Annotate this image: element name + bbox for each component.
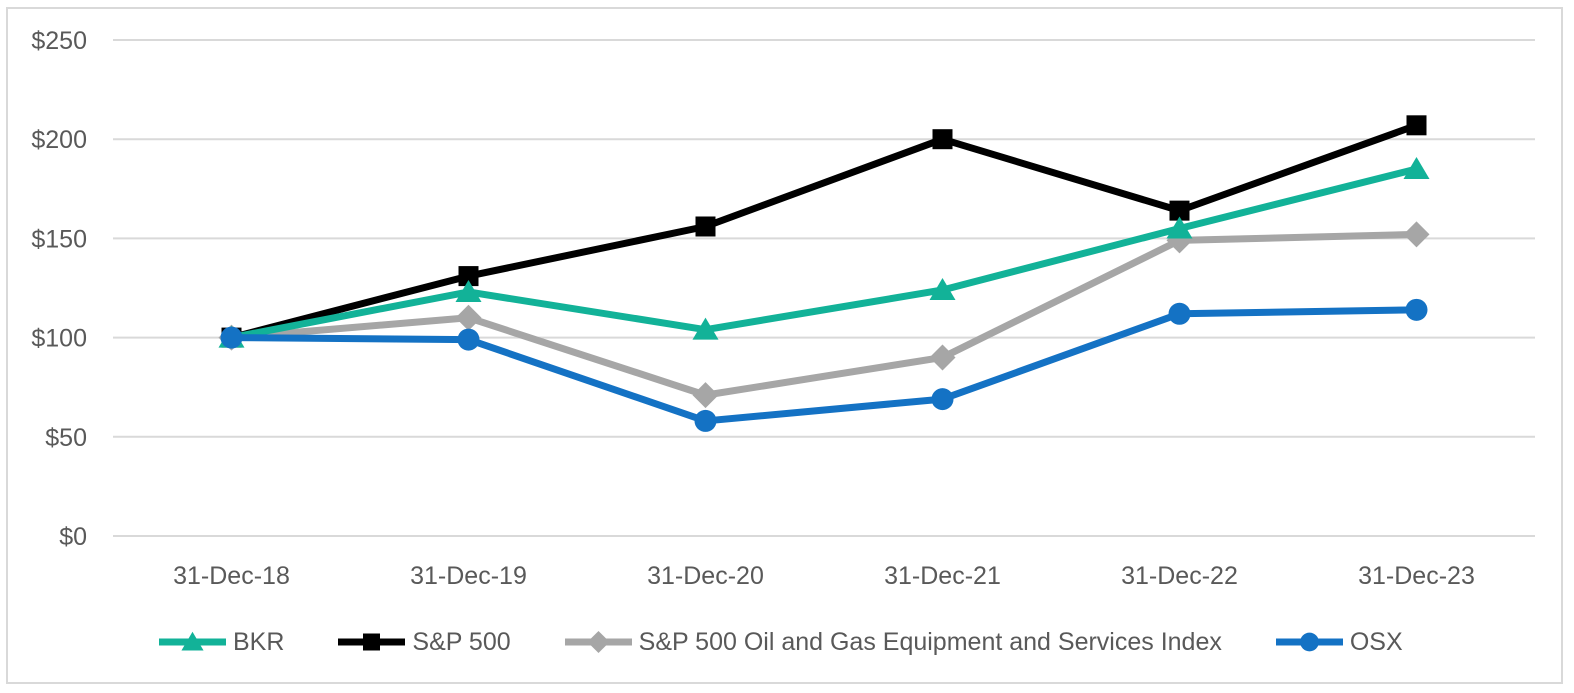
series-line-osx bbox=[231, 306, 1417, 425]
series-line-s-p-500 bbox=[230, 122, 1418, 341]
legend-marker-circle bbox=[1300, 632, 1319, 652]
legend-item-s-p-500-oil-and-gas-equipment-and-services-index: S&P 500 Oil and Gas Equipment and Servic… bbox=[563, 627, 1222, 657]
chart-border bbox=[6, 7, 1563, 684]
legend-marker-diamond bbox=[587, 630, 610, 654]
marker-triangle-bkr bbox=[1166, 216, 1193, 239]
y-axis-tick-label: $150 bbox=[31, 225, 87, 253]
x-axis-tick-label: 31-Dec-22 bbox=[1121, 562, 1238, 590]
marker-square-s-p-500 bbox=[932, 129, 953, 150]
legend-swatch-osx bbox=[1275, 632, 1343, 652]
marker-circle-osx bbox=[1168, 302, 1191, 325]
marker-triangle-bkr bbox=[692, 317, 719, 340]
x-axis-tick-label: 31-Dec-23 bbox=[1358, 562, 1475, 590]
marker-circle-osx bbox=[694, 409, 717, 432]
x-axis-tick-label: 31-Dec-21 bbox=[884, 562, 1001, 590]
marker-circle-osx bbox=[931, 388, 954, 411]
y-axis-tick-label: $250 bbox=[31, 27, 87, 55]
marker-triangle-bkr bbox=[929, 277, 956, 300]
x-axis-tick-label: 31-Dec-19 bbox=[410, 562, 527, 590]
legend-swatch-s-p-500 bbox=[338, 633, 406, 651]
marker-diamond-s-p-500-oil-and-gas-equipment-and-services-index bbox=[692, 382, 719, 409]
y-axis-tick-label: $50 bbox=[45, 424, 87, 452]
legend-swatch-bkr bbox=[159, 631, 226, 651]
legend-swatch-s-p-500-oil-and-gas-equipment-and-services-index bbox=[564, 630, 632, 654]
marker-square-s-p-500 bbox=[1406, 115, 1427, 136]
y-axis-tick-label: $200 bbox=[31, 126, 87, 154]
legend-label: S&P 500 bbox=[412, 628, 511, 656]
y-axis-tick-label: $0 bbox=[59, 523, 87, 551]
marker-circle-osx bbox=[1405, 298, 1428, 321]
marker-diamond-s-p-500-oil-and-gas-equipment-and-services-index bbox=[929, 344, 956, 371]
legend-label: S&P 500 Oil and Gas Equipment and Servic… bbox=[638, 628, 1222, 656]
marker-square-s-p-500 bbox=[695, 216, 716, 237]
legend-label: BKR bbox=[233, 628, 285, 656]
legend-marker-triangle bbox=[181, 631, 204, 651]
legend-marker-square bbox=[363, 633, 381, 651]
series-line-bkr bbox=[230, 165, 1418, 342]
x-axis-tick-label: 31-Dec-20 bbox=[647, 562, 764, 590]
marker-triangle-bkr bbox=[1403, 156, 1430, 179]
marker-diamond-s-p-500-oil-and-gas-equipment-and-services-index bbox=[1403, 221, 1430, 248]
legend-label: OSX bbox=[1349, 628, 1403, 656]
legend-item-osx: OSX bbox=[1274, 627, 1403, 657]
y-axis-tick-label: $100 bbox=[31, 325, 87, 353]
legend-item-bkr: BKR bbox=[157, 627, 284, 657]
marker-circle-osx bbox=[457, 328, 480, 351]
legend-item-s-p-500: S&P 500 bbox=[336, 627, 511, 657]
legend: BKR S&P 500 S&P 500 Oil and Gas Equipment … bbox=[157, 627, 1403, 657]
marker-circle-osx bbox=[220, 326, 243, 349]
marker-square-s-p-500 bbox=[1169, 200, 1190, 221]
series-line-s-p-500-oil-and-gas-equipment-and-services-index bbox=[231, 230, 1417, 399]
marker-diamond-s-p-500-oil-and-gas-equipment-and-services-index bbox=[455, 304, 482, 331]
marker-triangle-bkr bbox=[455, 279, 482, 302]
x-axis-tick-label: 31-Dec-18 bbox=[173, 562, 290, 590]
marker-square-s-p-500 bbox=[458, 266, 479, 287]
